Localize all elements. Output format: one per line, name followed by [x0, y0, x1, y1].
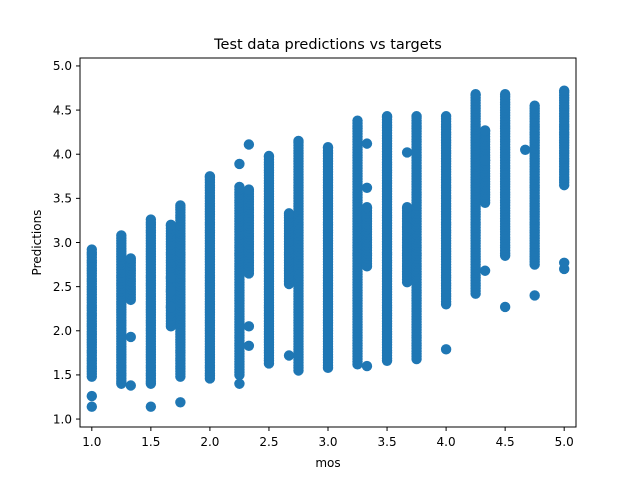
data-point [234, 158, 245, 170]
data-point [243, 321, 255, 332]
data-point [86, 244, 98, 255]
y-axis-label: Predictions [30, 210, 44, 276]
data-point [234, 181, 245, 193]
data-point [283, 208, 295, 219]
points-layer [86, 85, 570, 412]
data-point [401, 201, 413, 213]
data-point [165, 272, 177, 284]
data-point [411, 111, 422, 122]
data-point [529, 100, 540, 111]
data-point [125, 380, 136, 391]
data-point [175, 200, 186, 211]
x-tick-label: 4.0 [437, 435, 456, 449]
data-point [116, 230, 127, 241]
y-tick-label: 4.0 [53, 148, 72, 162]
x-tick-label: 2.0 [200, 435, 219, 449]
x-tick-label: 1.5 [141, 435, 160, 449]
data-point [243, 139, 255, 150]
y-tick-label: 2.0 [53, 324, 72, 338]
data-point [401, 222, 413, 233]
y-tick-label: 1.5 [53, 368, 72, 382]
data-point [165, 301, 177, 313]
data-point [125, 331, 136, 343]
data-point [499, 88, 511, 100]
data-point [86, 401, 98, 412]
x-tick-label: 3.0 [318, 435, 337, 449]
data-point [86, 390, 98, 402]
chart-title: Test data predictions vs targets [213, 37, 442, 53]
data-point [234, 378, 245, 389]
data-point [361, 182, 373, 193]
data-point [175, 397, 186, 408]
x-tick-label: 1.0 [82, 435, 101, 449]
data-point [479, 265, 491, 276]
y-axis: 1.0 1.5 2.0 2.5 3.0 3.5 4.0 4.5 5.0 [53, 59, 80, 426]
data-point [440, 344, 452, 355]
data-point [283, 350, 295, 361]
data-point [263, 150, 275, 162]
data-point [165, 219, 177, 231]
data-point [401, 147, 413, 158]
data-point [165, 285, 177, 297]
data-point [204, 171, 216, 182]
data-point [361, 360, 373, 372]
data-point [558, 85, 570, 96]
y-tick-label: 3.0 [53, 236, 72, 250]
data-point [145, 401, 157, 412]
x-tick-label: 2.5 [259, 435, 278, 449]
y-tick-label: 2.5 [53, 280, 72, 294]
data-point [243, 340, 255, 351]
data-point [125, 253, 136, 264]
data-point [381, 111, 393, 122]
data-point [361, 201, 373, 213]
x-tick-label: 5.0 [555, 435, 574, 449]
data-point [243, 184, 255, 195]
data-point [499, 301, 511, 313]
y-tick-label: 1.0 [53, 412, 72, 426]
data-point [352, 115, 363, 126]
data-point [529, 290, 540, 301]
data-point [361, 138, 373, 149]
data-point [520, 144, 531, 156]
data-point [293, 135, 304, 147]
data-point [479, 155, 491, 166]
data-point [558, 257, 570, 268]
x-tick-label: 4.5 [496, 435, 515, 449]
x-tick-label: 3.5 [378, 435, 397, 449]
data-point [145, 214, 157, 225]
data-point [322, 141, 334, 153]
y-tick-label: 5.0 [53, 59, 72, 73]
data-point [479, 125, 491, 136]
y-tick-label: 4.5 [53, 103, 72, 117]
y-tick-label: 3.5 [53, 192, 72, 206]
data-point [470, 88, 481, 100]
x-axis: 1.0 1.5 2.0 2.5 3.0 3.5 4.0 4.5 5.0 [82, 427, 574, 449]
x-axis-label: mos [315, 456, 340, 470]
data-point [440, 111, 452, 122]
